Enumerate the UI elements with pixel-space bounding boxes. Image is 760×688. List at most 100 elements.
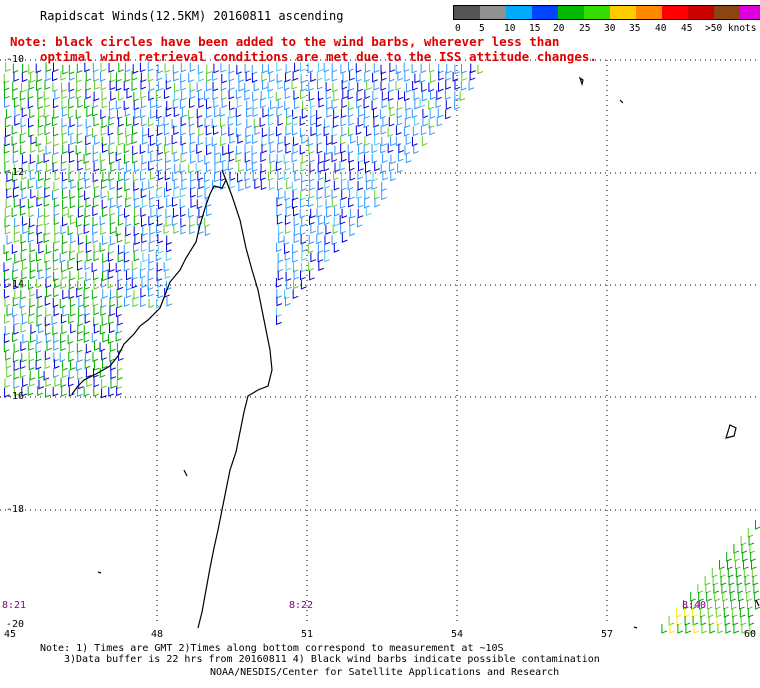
wind-barb [27, 199, 34, 209]
wind-barb [59, 298, 66, 309]
wind-barb [420, 63, 427, 74]
comoros-island [578, 76, 584, 87]
wind-barb [21, 352, 27, 363]
wind-barb [252, 100, 259, 111]
wind-barb [61, 324, 68, 335]
wind-barb [109, 215, 116, 226]
wind-barb [76, 72, 82, 83]
wind-barb [204, 217, 210, 228]
wind-barb [316, 189, 323, 200]
wind-barb [397, 90, 404, 100]
wind-barb [38, 244, 45, 254]
wind-barb [388, 82, 395, 93]
wind-barb [726, 552, 732, 562]
wind-barb [21, 306, 27, 316]
wind-barb [157, 244, 164, 255]
wind-barb [163, 144, 170, 155]
wind-barb [62, 289, 68, 300]
wind-barb [171, 144, 178, 155]
wind-barb [382, 153, 388, 164]
wind-barb [115, 152, 122, 162]
wind-barb [147, 143, 154, 154]
wind-barb [110, 379, 117, 389]
legend-swatch [506, 6, 532, 19]
wind-barb [341, 208, 348, 219]
wind-barb [348, 116, 355, 126]
wind-barb [52, 162, 59, 173]
wind-barb [125, 136, 132, 146]
wind-barb [157, 278, 164, 288]
wind-barb [148, 127, 154, 138]
wind-barb [721, 584, 728, 594]
wind-barb [131, 134, 138, 145]
wind-barb [308, 91, 315, 102]
wind-barb [85, 71, 92, 82]
wind-barb [101, 378, 107, 389]
wind-barb [12, 63, 19, 74]
wind-barb [13, 369, 20, 380]
wind-barb [21, 154, 28, 165]
wind-barb [94, 188, 100, 199]
wind-barb [195, 162, 202, 173]
wind-barb [157, 288, 164, 299]
wind-barb [85, 161, 91, 172]
wind-barb [276, 288, 282, 299]
legend-swatch [532, 6, 558, 19]
wind-barb [430, 73, 436, 83]
wind-barb [180, 62, 187, 73]
wind-barb [283, 154, 290, 165]
wind-barb [260, 152, 267, 163]
legend-swatch [662, 6, 688, 19]
wind-barb [83, 387, 90, 397]
wind-barb [180, 207, 186, 218]
wind-barb [371, 180, 378, 191]
wind-barb [180, 81, 187, 91]
wind-barb [310, 72, 316, 83]
wind-barb [196, 108, 203, 119]
wind-barb [205, 125, 212, 136]
wind-barb [373, 80, 380, 91]
wind-barb [77, 180, 84, 191]
wind-barb [299, 116, 306, 126]
wind-barb [691, 600, 697, 610]
wind-barb [45, 116, 52, 127]
wind-barb [348, 126, 354, 137]
wind-barb [21, 170, 28, 181]
wind-barb [284, 296, 291, 307]
wind-barb [333, 109, 339, 119]
wind-barb [75, 89, 82, 100]
wind-barb [92, 296, 99, 307]
wind-barb [388, 161, 395, 172]
wind-barb [340, 108, 347, 119]
wind-barb [750, 552, 756, 562]
wind-barb [148, 261, 155, 272]
wind-barb [364, 109, 370, 120]
wind-barb [29, 262, 36, 273]
wind-barb [396, 116, 403, 126]
wind-barb [300, 270, 306, 281]
wind-barb [43, 153, 50, 163]
wind-barb [108, 145, 115, 155]
wind-barb [315, 117, 322, 128]
wind-barb [333, 170, 339, 181]
wind-barb [76, 343, 83, 353]
wind-barb [60, 262, 67, 273]
wind-barb [727, 560, 733, 570]
wind-barb [4, 325, 11, 336]
wind-barb [14, 217, 20, 228]
wind-barb [13, 233, 20, 243]
wind-barb [3, 333, 10, 344]
wind-barb [381, 190, 387, 201]
footer-note-line2: 3)Data buffer is 22 hrs from 20160811 4)… [64, 654, 600, 665]
wind-barb [108, 63, 115, 73]
wind-barb [37, 154, 44, 165]
wind-barb [301, 172, 307, 183]
wind-barb [125, 288, 132, 299]
wind-barb [173, 179, 180, 190]
wind-barb [133, 289, 140, 300]
wind-barb [350, 134, 356, 144]
wind-barb [59, 253, 66, 263]
wind-barb [101, 316, 108, 327]
time-label: 8:40 [682, 600, 707, 611]
wind-barb [739, 600, 745, 610]
